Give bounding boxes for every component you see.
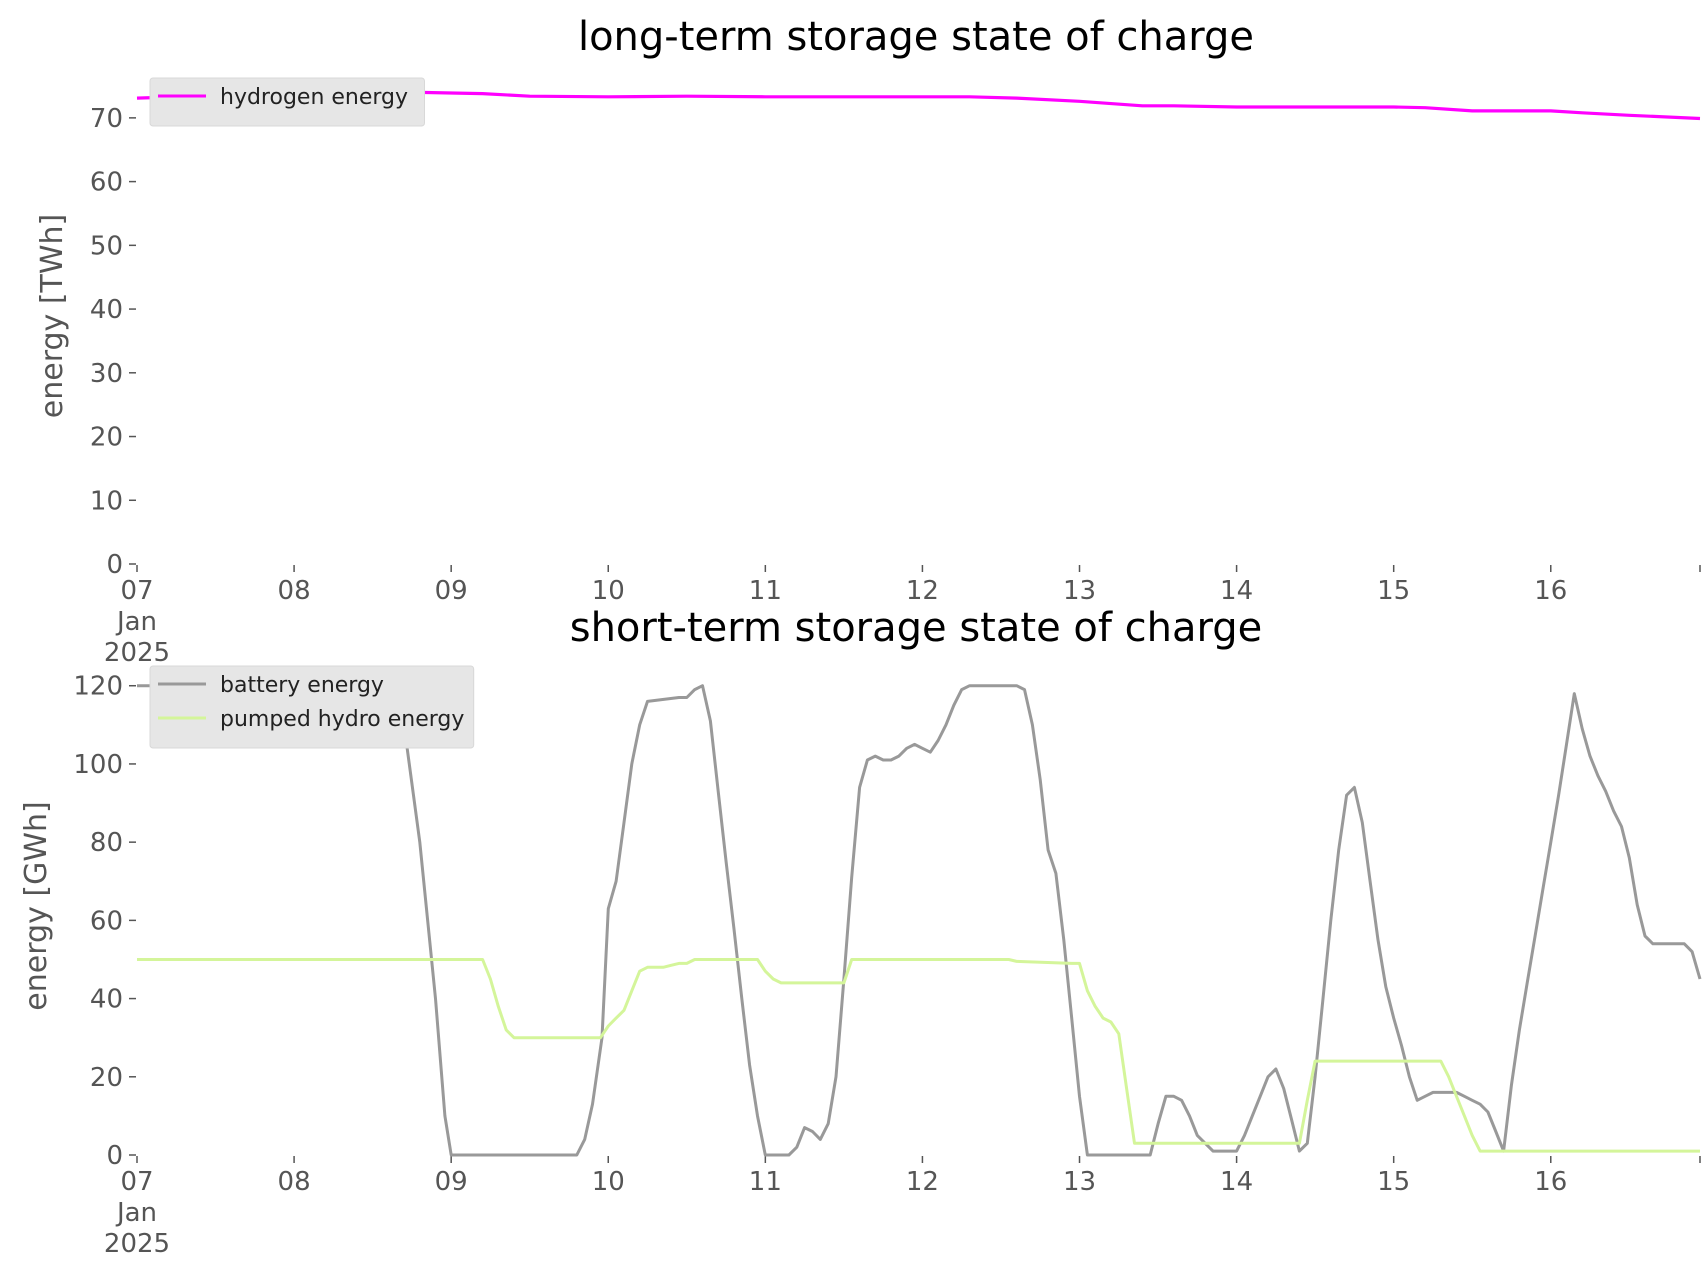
x-tick-label: 07 [120,1167,153,1197]
long-term-panel: long-term storage state of charge energy… [35,14,1701,668]
y-tick-label: 60 [90,906,123,936]
x-tick-label: 08 [278,576,311,606]
short-term-y-axis: 0 20 40 60 80 100 120 [73,672,136,1171]
short-term-panel: short-term storage state of charge energ… [19,605,1702,1259]
x-tick-label: 08 [278,1167,311,1197]
long-term-chart-title: long-term storage state of charge [578,14,1254,60]
x-tick-label: 15 [1377,576,1410,606]
y-tick-label: 50 [90,231,123,261]
x-tick-label: 11 [749,576,782,606]
x-tick-label: 13 [1063,1167,1096,1197]
y-tick-label: 10 [90,486,123,516]
short-term-legend: battery energy pumped hydro energy [149,665,475,749]
x-tick-sublabel: Jan [115,1198,157,1228]
x-tick-label: 09 [435,1167,468,1197]
pumped-hydro-energy-legend-label: pumped hydro energy [220,707,464,732]
long-term-y-axis-label: energy [TWh] [35,214,70,418]
x-tick-label: 16 [1534,1167,1567,1197]
x-tick-label: 12 [906,576,939,606]
long-term-legend: hydrogen energy [149,77,425,127]
short-term-y-axis-label: energy [GWh] [19,801,54,1010]
y-tick-label: 20 [90,423,123,453]
y-tick-label: 40 [90,985,123,1015]
y-tick-label: 60 [90,168,123,198]
y-tick-label: 80 [90,828,123,858]
y-tick-label: 30 [90,359,123,389]
short-term-chart-title: short-term storage state of charge [570,605,1263,651]
y-tick-label: 0 [106,550,123,580]
legend-box [149,665,475,749]
y-tick-label: 100 [73,750,123,780]
x-tick-sublabel: 2025 [104,638,170,668]
y-tick-label: 40 [90,295,123,325]
y-tick-label: 0 [106,1141,123,1171]
legend-box [149,77,425,127]
battery-energy-legend-label: battery energy [220,673,384,698]
x-tick-label: 16 [1534,576,1567,606]
pumped-hydro-energy-line [137,958,1700,1153]
y-tick-label: 70 [90,104,123,134]
x-tick-label: 14 [1220,1167,1253,1197]
y-tick-label: 120 [73,672,123,702]
x-tick-label: 12 [906,1167,939,1197]
y-tick-label: 20 [90,1063,123,1093]
x-tick-sublabel: 2025 [104,1229,170,1259]
x-tick-label: 10 [592,576,625,606]
hydrogen-energy-legend-label: hydrogen energy [220,85,408,110]
x-tick-label: 10 [592,1167,625,1197]
x-tick-label: 14 [1220,576,1253,606]
short-term-series-lines [137,684,1702,1157]
battery-energy-line [137,684,1702,1157]
x-tick-label: 11 [749,1167,782,1197]
x-tick-label: 09 [435,576,468,606]
x-tick-sublabel: Jan [115,607,157,637]
x-tick-label: 15 [1377,1167,1410,1197]
x-tick-label: 07 [120,576,153,606]
x-tick-label: 13 [1063,576,1096,606]
hydrogen-energy-line [136,90,1701,121]
long-term-series-lines [136,90,1701,121]
long-term-y-axis: 0 10 20 30 40 50 60 70 [90,104,136,580]
